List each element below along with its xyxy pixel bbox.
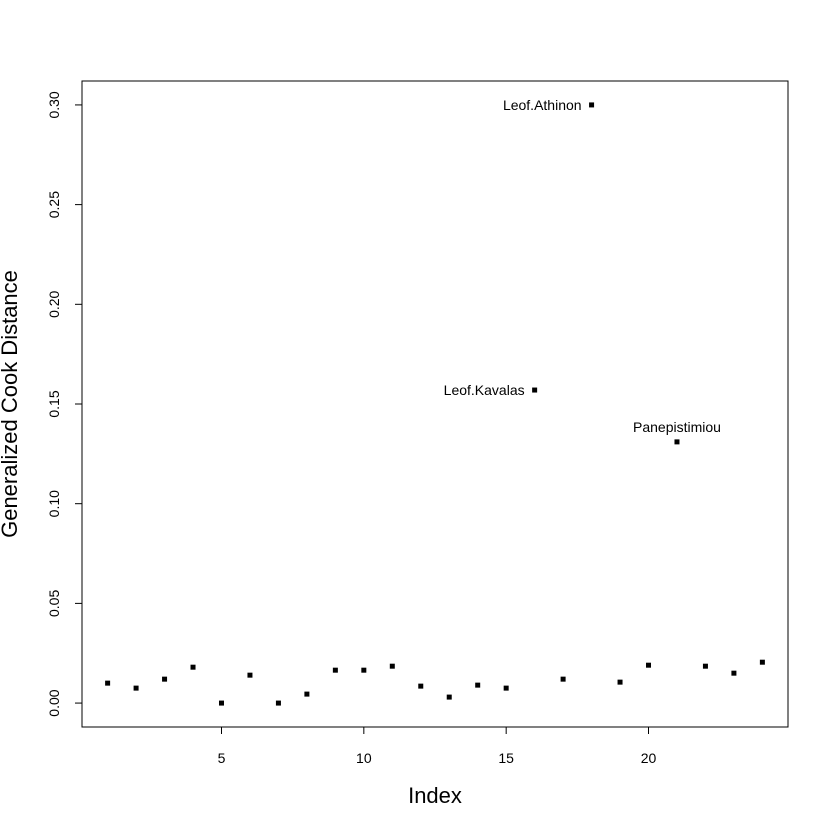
point-label: Leof.Kavalas <box>444 382 525 398</box>
y-tick-label: 0.00 <box>46 689 62 716</box>
data-point <box>418 683 424 689</box>
point-label: Panepistimiou <box>633 419 721 435</box>
data-point <box>702 663 708 669</box>
x-tick-label: 20 <box>641 750 657 766</box>
data-point <box>304 691 310 697</box>
data-point <box>617 679 623 685</box>
y-tick-label: 0.05 <box>46 590 62 617</box>
point-annotations: Leof.Kavalas Leof.Athinon Panepistimiou <box>444 97 721 435</box>
data-point <box>190 664 196 670</box>
data-point <box>731 670 737 676</box>
data-point <box>389 663 395 669</box>
data-point <box>475 682 481 688</box>
point-label: Leof.Athinon <box>503 97 582 113</box>
data-point <box>560 676 566 682</box>
x-tick-label: 10 <box>356 750 372 766</box>
data-point <box>133 685 139 691</box>
plot-frame <box>81 80 789 728</box>
x-axis-title: Index <box>408 783 462 808</box>
y-tick-label: 0.30 <box>46 91 62 118</box>
data-point <box>162 676 168 682</box>
data-point <box>759 659 765 665</box>
data-point <box>532 387 538 393</box>
y-tick-label: 0.15 <box>46 390 62 417</box>
x-tick-label: 5 <box>218 750 226 766</box>
data-point <box>361 667 367 673</box>
y-axis-title: Generalized Cook Distance <box>0 270 22 538</box>
data-point <box>446 694 452 700</box>
data-point <box>275 700 281 706</box>
data-point <box>589 102 595 108</box>
y-tick-label: 0.25 <box>46 191 62 218</box>
y-axis: 0.00 0.05 0.10 0.15 0.20 0.25 0.30 <box>46 91 83 717</box>
y-tick-label: 0.10 <box>46 490 62 517</box>
data-point <box>646 662 652 668</box>
x-tick-label: 15 <box>498 750 514 766</box>
data-point <box>674 439 680 445</box>
data-point <box>105 680 111 686</box>
data-point <box>332 667 338 673</box>
x-axis: 5 10 15 20 <box>218 726 657 766</box>
data-point <box>503 685 509 691</box>
y-tick-label: 0.20 <box>46 290 62 317</box>
data-points <box>105 102 765 706</box>
data-point <box>247 672 253 678</box>
data-point <box>218 700 224 706</box>
